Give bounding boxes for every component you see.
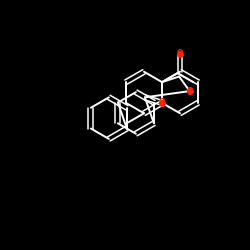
Text: O: O <box>159 98 165 108</box>
Text: O: O <box>186 86 193 96</box>
Text: O: O <box>177 49 183 58</box>
